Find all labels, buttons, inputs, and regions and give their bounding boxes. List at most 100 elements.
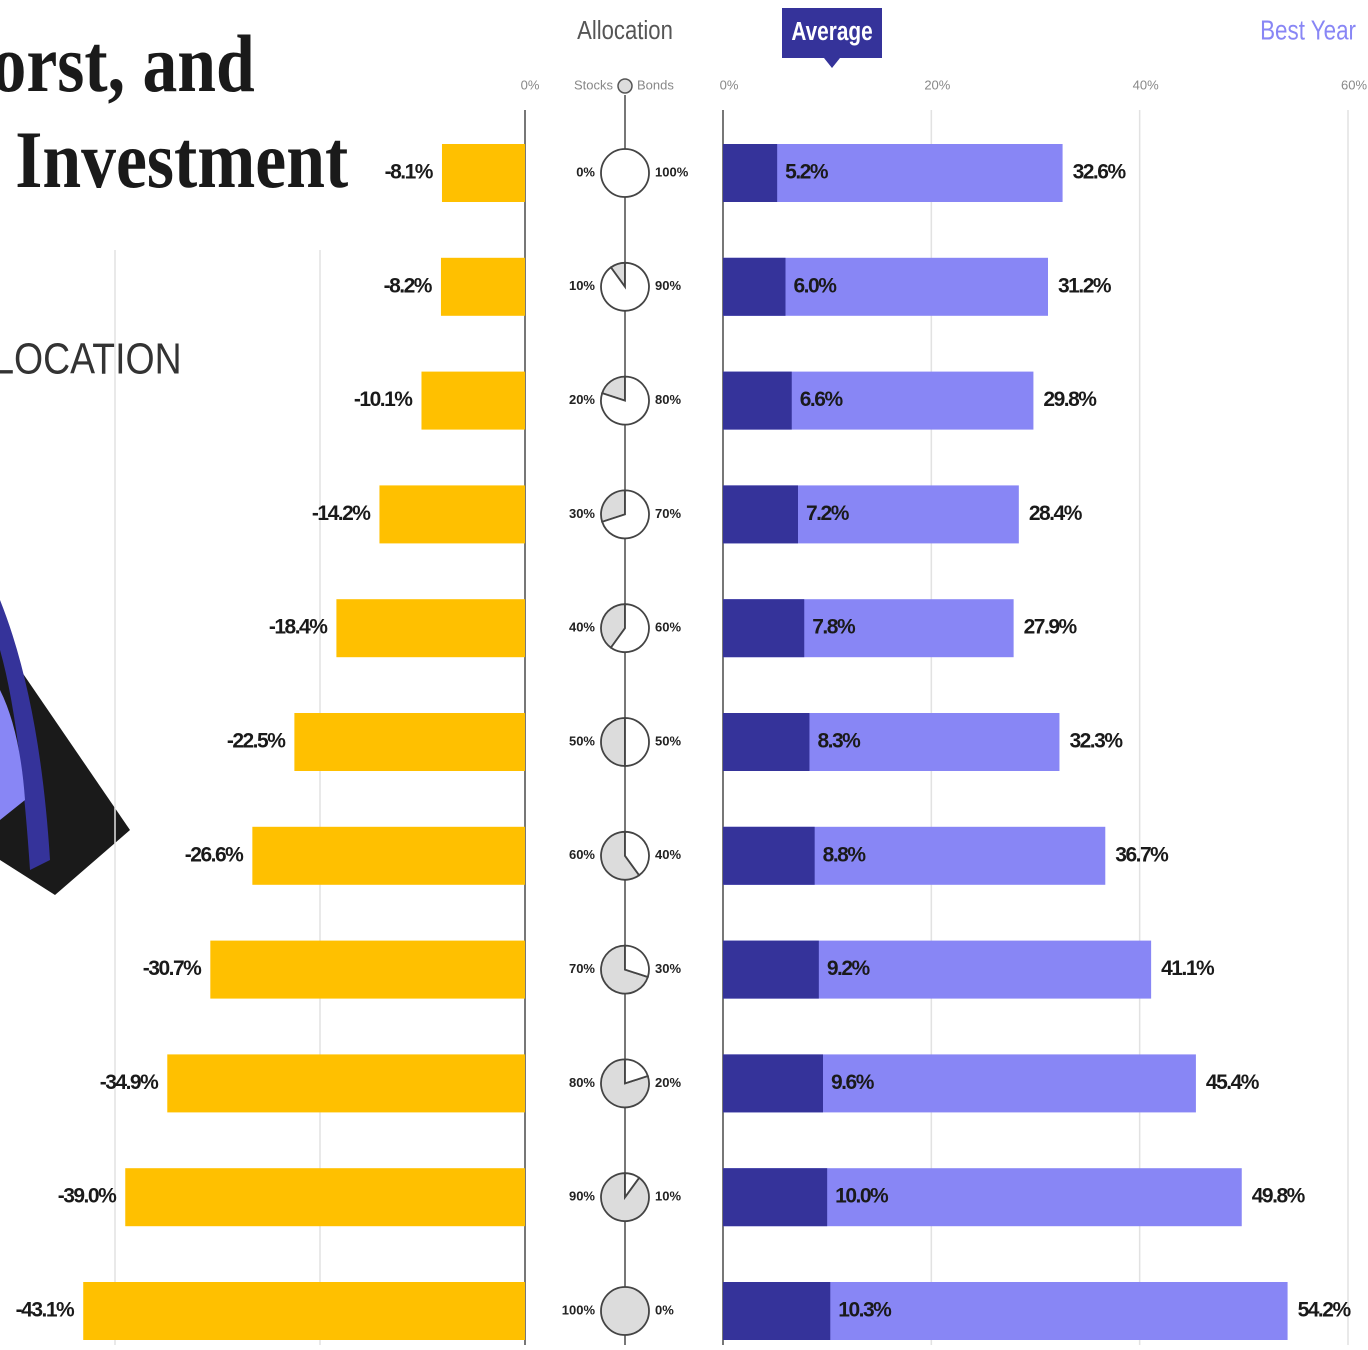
allocation-label: 50%: [655, 733, 681, 748]
value-label: -26.6%: [185, 843, 244, 866]
value-label: 54.2%: [1298, 1299, 1352, 1322]
allocation-wedge: [624, 1172, 641, 1200]
allocation-wedge: [600, 717, 626, 767]
value-label: -34.9%: [100, 1071, 159, 1094]
value-label: 8.8%: [823, 843, 867, 866]
bar: [125, 1168, 525, 1227]
allocation-label: 70%: [569, 961, 595, 976]
value-label: -18.4%: [269, 616, 328, 639]
allocation-label: 0%: [576, 164, 595, 179]
bar-best: [723, 144, 1063, 202]
allocation-label: 70%: [655, 506, 681, 521]
value-label: 9.2%: [827, 957, 871, 980]
allocation-label: 50%: [569, 733, 595, 748]
legend-label: Bonds: [637, 77, 674, 92]
legend-label: Stocks: [574, 77, 614, 92]
value-label: 27.9%: [1024, 616, 1078, 639]
allocation-wedge: [600, 489, 626, 523]
bar-average: [723, 940, 819, 999]
value-label: 8.3%: [817, 730, 861, 753]
value-label: 36.7%: [1115, 843, 1169, 866]
bar: [167, 1054, 525, 1113]
allocation-label: 100%: [655, 164, 689, 179]
allocation-label: 20%: [655, 1075, 681, 1090]
bar: [441, 144, 525, 202]
value-label: 10.3%: [838, 1299, 892, 1322]
value-label: 9.6%: [831, 1071, 875, 1094]
allocation-wedge: [601, 489, 650, 540]
panel-title: Allocation: [577, 16, 673, 45]
bar: [379, 485, 525, 544]
allocation-label: 30%: [569, 506, 595, 521]
bar-average: [723, 1168, 828, 1227]
bar: [252, 826, 525, 885]
allocation-wedge: [624, 717, 650, 767]
legend-label[interactable]: Average: [791, 17, 872, 46]
allocation-label: 100%: [562, 1302, 596, 1317]
title-line: Investment: [15, 115, 348, 206]
bar-average: [723, 713, 810, 771]
value-label: 7.8%: [812, 616, 856, 639]
allocation-label: 40%: [655, 847, 681, 862]
legend-icon: [617, 78, 633, 94]
value-label: 6.0%: [794, 274, 838, 297]
legend-tab-pointer[interactable]: [824, 58, 840, 68]
allocation-wedge: [624, 830, 650, 877]
allocation-wedge: [600, 375, 650, 426]
allocation-label: 10%: [569, 278, 595, 293]
allocation-label: 10%: [655, 1189, 681, 1204]
value-label: 45.4%: [1206, 1071, 1260, 1094]
value-label: 7.2%: [806, 502, 850, 525]
x-tick-label: 0%: [521, 77, 540, 92]
value-label: 32.3%: [1069, 730, 1123, 753]
value-label: -22.5%: [227, 730, 286, 753]
allocation-label: 40%: [569, 620, 595, 635]
allocation-label: 60%: [569, 847, 595, 862]
value-label: 10.0%: [835, 1185, 889, 1208]
bar-average: [723, 257, 786, 316]
bar-average: [723, 144, 778, 202]
bar: [336, 599, 525, 658]
legend-tab-bg[interactable]: [782, 8, 882, 58]
value-label: 32.6%: [1073, 161, 1127, 184]
value-label: -10.1%: [354, 388, 413, 411]
bar: [210, 940, 525, 999]
allocation-wedge: [600, 830, 641, 881]
legend-label[interactable]: Best Year: [1260, 15, 1356, 46]
decorative-graphic: [0, 600, 130, 895]
value-label: -43.1%: [16, 1299, 75, 1322]
bar-average: [723, 485, 798, 544]
allocation-label: 80%: [569, 1075, 595, 1090]
allocation-wedge: [624, 944, 650, 979]
value-label: -8.1%: [385, 161, 434, 184]
allocation-wedge: [624, 1058, 649, 1085]
allocation-label: 0%: [655, 1302, 674, 1317]
allocation-wedge: [600, 1058, 650, 1109]
legend-tab[interactable]: Average: [782, 8, 882, 68]
allocation-wedge: [609, 603, 650, 654]
allocation-label: 90%: [655, 278, 681, 293]
bar-average: [723, 1282, 831, 1340]
value-label: -30.7%: [143, 957, 202, 980]
x-tick-label: 20%: [924, 77, 950, 92]
value-label: -8.2%: [384, 274, 433, 297]
allocation-wedge: [600, 261, 650, 312]
allocation-label: 80%: [655, 392, 681, 407]
bar: [421, 371, 525, 430]
allocation-wedge: [600, 603, 626, 649]
bar-average: [723, 371, 792, 430]
x-tick-label: 40%: [1133, 77, 1159, 92]
subtitle: LOCATION: [0, 334, 182, 384]
allocation-label: 90%: [569, 1189, 595, 1204]
value-label: 41.1%: [1161, 957, 1215, 980]
bar: [83, 1282, 525, 1340]
bar-average: [723, 1054, 823, 1113]
value-label: 29.8%: [1043, 388, 1097, 411]
x-tick-label: 0%: [720, 77, 739, 92]
value-label: 6.6%: [800, 388, 844, 411]
title-line: orst, and: [0, 19, 255, 110]
bar: [294, 713, 525, 771]
allocation-wedge: [600, 148, 650, 198]
allocation-wedge: [600, 1286, 650, 1336]
